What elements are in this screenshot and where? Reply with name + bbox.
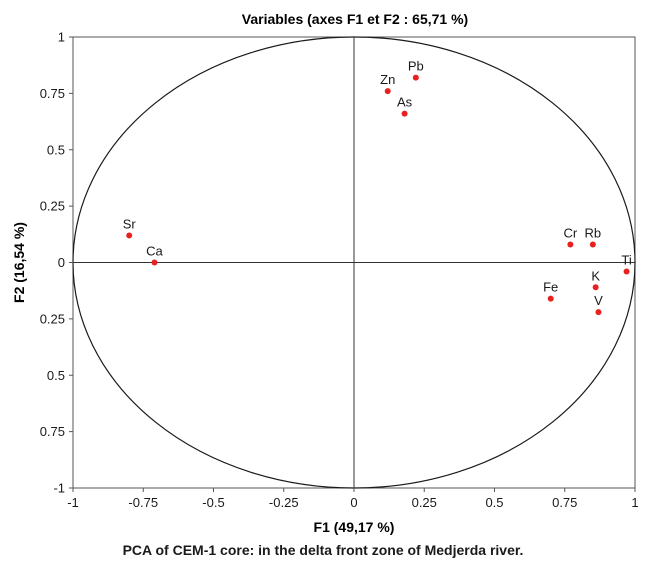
y-tick-label: 0.75	[40, 86, 65, 101]
point-label: Zn	[380, 72, 395, 87]
point-pb: Pb	[408, 59, 424, 81]
x-tick-label: 0	[350, 495, 357, 510]
point-k: K	[591, 268, 600, 290]
point-zn: Zn	[380, 72, 395, 94]
point-label: As	[397, 95, 413, 110]
y-tick-label: 1	[58, 30, 65, 45]
point-rb: Rb	[585, 225, 602, 247]
x-tick-label: 1	[631, 495, 638, 510]
point-label: K	[591, 268, 600, 283]
x-tick-label: 0.25	[412, 495, 437, 510]
y-tick-label: 0.75	[40, 424, 65, 439]
point-marker	[567, 241, 573, 247]
y-tick-label: 0.5	[47, 142, 65, 157]
x-tick-label: 0.75	[552, 495, 577, 510]
point-marker	[624, 269, 630, 275]
point-marker	[548, 296, 554, 302]
point-marker	[413, 75, 419, 81]
x-tick-label: 0.5	[485, 495, 503, 510]
point-v: V	[594, 293, 603, 315]
point-label: Cr	[564, 225, 578, 240]
x-tick-label: -0.5	[202, 495, 224, 510]
point-label: V	[594, 293, 603, 308]
x-tick-label: -1	[67, 495, 79, 510]
point-marker	[590, 241, 596, 247]
y-tick-label: 0.5	[47, 368, 65, 383]
point-marker	[385, 88, 391, 94]
y-tick-label: 0.25	[40, 199, 65, 214]
point-label: Rb	[585, 225, 602, 240]
chart-title: Variables (axes F1 et F2 : 65,71 %)	[242, 11, 468, 27]
point-label: Ti	[621, 253, 631, 268]
point-label: Pb	[408, 59, 424, 74]
point-cr: Cr	[564, 225, 578, 247]
figure-caption: PCA of CEM-1 core: in the delta front zo…	[0, 542, 646, 558]
y-tick-labels: 1 0.75 0.5 0.25 0 0.25 0.5 0.75 -1	[40, 30, 73, 496]
point-label: Fe	[543, 280, 558, 295]
point-marker	[595, 309, 601, 315]
point-marker	[593, 284, 599, 290]
y-tick-label: 0	[58, 255, 65, 270]
point-as: As	[397, 95, 413, 117]
point-sr: Sr	[123, 216, 137, 238]
point-marker	[126, 232, 132, 238]
x-tick-label: -0.75	[128, 495, 158, 510]
y-axis-label: F2 (16,54 %)	[11, 222, 27, 303]
point-label: Sr	[123, 216, 137, 231]
point-label: Ca	[146, 244, 163, 259]
point-ti: Ti	[621, 253, 631, 275]
x-axis-label: F1 (49,17 %)	[314, 519, 395, 535]
x-tick-labels: -1 -0.75 -0.5 -0.25 0 0.25 0.5 0.75 1	[67, 488, 638, 510]
x-tick-label: -0.25	[269, 495, 299, 510]
pca-correlation-chart: Variables (axes F1 et F2 : 65,71 %) -1 -0…	[0, 0, 646, 540]
point-fe: Fe	[543, 280, 558, 302]
point-marker	[402, 111, 408, 117]
y-tick-label: -1	[53, 481, 65, 496]
point-marker	[151, 260, 157, 266]
y-tick-label: 0.25	[40, 311, 65, 326]
